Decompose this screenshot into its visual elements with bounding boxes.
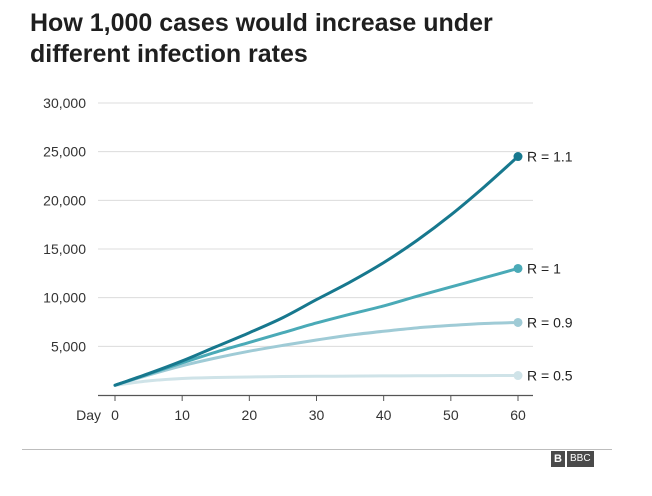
series-end-marker-r-0-9 xyxy=(513,317,523,327)
chart-title-line-1: How 1,000 cases would increase under xyxy=(30,9,493,37)
gridlines xyxy=(98,102,533,347)
series-line-r-0-5 xyxy=(113,374,520,387)
series-line-r-1 xyxy=(113,266,520,387)
x-tick-label: 20 xyxy=(242,407,258,423)
x-tick-label: 30 xyxy=(309,407,325,423)
y-tick-label: 15,000 xyxy=(43,241,86,257)
series-label-r-1-1: R = 1.1 xyxy=(527,149,573,165)
series-label-r-1: R = 1 xyxy=(527,260,561,276)
series-end-marker-r-0-5 xyxy=(513,371,523,381)
series-label-r-0-9: R = 0.9 xyxy=(527,314,573,330)
y-tick-label: 25,000 xyxy=(43,144,86,160)
series-label-r-0-5: R = 0.5 xyxy=(527,368,573,384)
bbc-logo: B BBC xyxy=(551,451,594,467)
bbc-logo-text: BBC xyxy=(567,451,594,467)
bbc-logo-box: B xyxy=(551,451,565,467)
footer-divider xyxy=(22,449,612,450)
chart-title: How 1,000 cases would increase under dif… xyxy=(30,8,610,70)
series-end-marker-r-1-1 xyxy=(513,152,523,162)
x-axis-label: Day xyxy=(76,407,101,423)
series-line-r-1-1 xyxy=(113,155,520,387)
x-tick-label: 60 xyxy=(510,407,526,423)
y-tick-label: 30,000 xyxy=(43,95,86,111)
x-tick-label: 0 xyxy=(111,407,119,423)
series-group xyxy=(113,152,523,387)
x-tick-label: 10 xyxy=(174,407,190,423)
axes: 5,000 10,000 15,000 20,000 25,000 30,000 0 10 20… xyxy=(43,95,533,423)
series-labels: R = 0.5 R = 0.9 R = 1 R = 1.1 xyxy=(527,149,573,384)
chart-title-line-2: different infection rates xyxy=(30,40,308,68)
series-line-r-0-9 xyxy=(113,320,520,387)
x-tick-label: 50 xyxy=(443,407,459,423)
y-tick-label: 20,000 xyxy=(43,192,86,208)
series-end-marker-r-1 xyxy=(513,263,523,273)
y-tick-label: 10,000 xyxy=(43,290,86,306)
y-tick-label: 5,000 xyxy=(51,338,86,354)
x-tick-label: 40 xyxy=(376,407,392,423)
